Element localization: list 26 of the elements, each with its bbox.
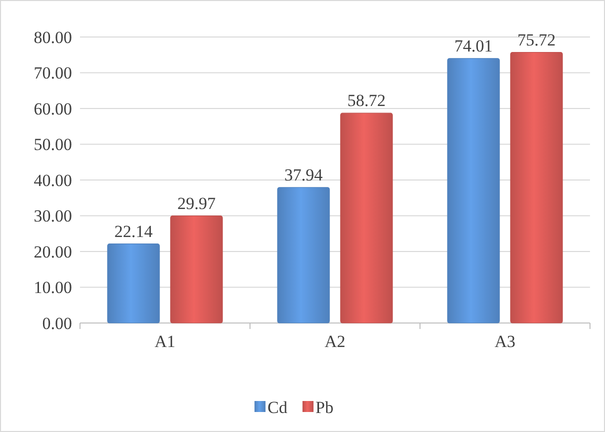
x-tick-label: A1 [154,332,176,351]
bar [277,187,330,324]
y-tick-label: 40.00 [34,170,72,190]
bar [510,52,563,324]
data-label: 58.72 [347,91,386,110]
bar [107,244,160,324]
data-label: 74.01 [454,36,493,56]
data-label: 22.14 [114,222,154,241]
data-label: 29.97 [177,194,216,213]
x-tick-label: A2 [324,332,346,351]
bar [340,112,393,324]
bar [170,216,223,324]
data-label: 75.72 [517,30,556,50]
legend-label: Cd [268,398,288,417]
data-label: 37.94 [284,165,324,184]
y-tick-label: 60.00 [34,99,72,118]
y-tick-label: 50.00 [34,135,72,154]
y-tick-label: 70.00 [34,64,72,83]
y-tick-label: 10.00 [34,278,72,298]
y-tick-label: 0.00 [42,314,72,333]
legend-label: Pb [316,398,334,417]
x-tick-label: A3 [494,332,516,351]
bar [447,58,500,324]
y-tick-label: 80.00 [34,28,72,47]
y-tick-label: 30.00 [34,206,72,226]
y-tick-label: 20.00 [34,242,72,262]
